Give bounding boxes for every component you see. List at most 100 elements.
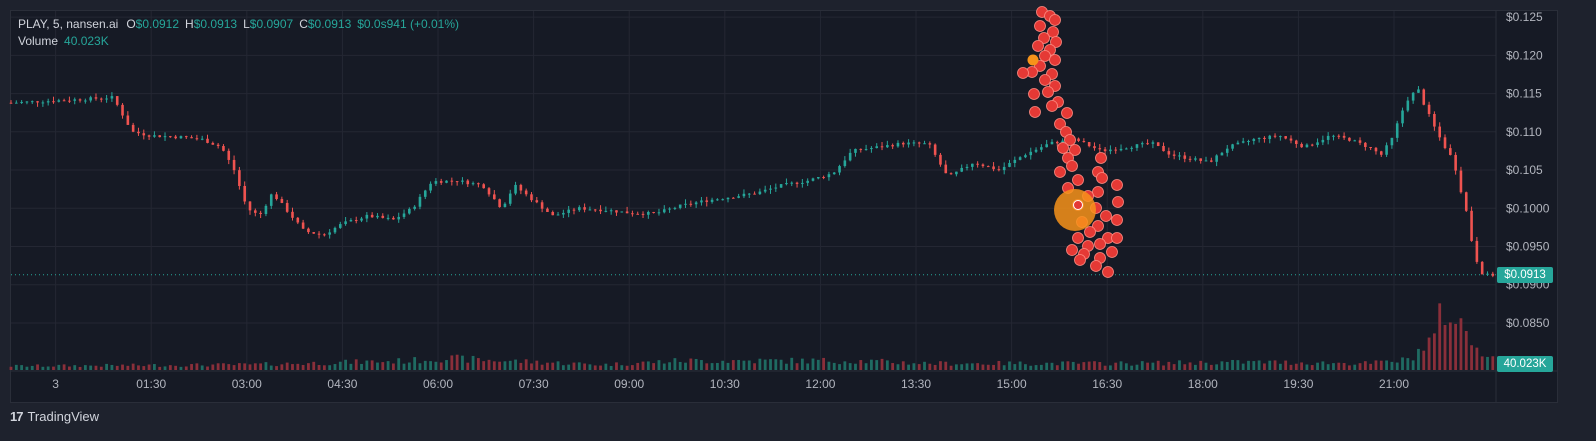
volume-bar [689,358,693,370]
volume-bar [307,363,310,370]
candle-body [1300,144,1303,148]
candle-body [726,197,730,200]
volume-bar [790,357,794,370]
chart-area[interactable] [10,10,1558,403]
close-label: C [299,17,308,31]
candle-body [1241,141,1245,143]
volume-bar [1395,362,1399,370]
candle-body [1151,142,1155,144]
volume-bar [9,366,13,370]
candle-body [1119,148,1123,151]
candle-body [1427,104,1431,114]
trade-bubble [1111,232,1123,244]
volume-bar [30,365,34,370]
candle-body [986,166,990,168]
candle-body [370,214,374,218]
volume-bar [259,363,263,370]
volume-bar [1209,364,1213,370]
trade-bubble [1042,86,1054,98]
candle-body [1024,155,1027,158]
candle-body [1029,151,1033,156]
volume-bar [296,363,300,370]
candle-body [158,135,162,138]
candle-body [1295,140,1298,145]
candle-body [933,144,937,155]
candle-body [301,222,305,229]
candle-body [891,145,894,147]
trade-bubble [1106,246,1118,258]
volume-bar [599,365,602,370]
volume-bar [901,361,905,370]
candle-body [1018,157,1022,160]
volume-bar [62,364,66,370]
candle-body [296,217,300,223]
volume-bar [222,363,225,370]
volume-bar [636,362,640,370]
volume-bar [344,359,348,370]
candle-body [822,177,825,179]
volume-bar [1310,365,1314,370]
volume-bar [769,359,772,370]
volume-bar [291,364,294,370]
candle-body [577,207,581,211]
candle-body [333,227,337,233]
candle-body [1422,89,1426,105]
volume-bar [354,359,358,370]
candle-body [673,207,677,209]
volume-bar [758,358,762,370]
candle-body [1087,142,1091,147]
y-tick-label: $0.120 [1506,48,1543,62]
candle-body [20,101,23,103]
candle-body [827,174,831,178]
x-tick-label: 12:00 [805,377,835,391]
candle-body [588,209,592,211]
candle-body [886,145,889,148]
candle-body [514,184,517,194]
volume-bar [694,358,698,370]
volume-bar [1247,360,1250,370]
candle-body [567,209,570,213]
candle-body [684,203,687,205]
candle-body [94,97,98,99]
volume-bar [1008,361,1011,370]
volume-bar [631,365,634,370]
candle-body [381,215,385,218]
volume-bar [1305,364,1309,370]
candle-body [137,131,140,134]
volume-bar [843,361,847,370]
candle-body [323,234,326,236]
volume-bar [1082,362,1086,370]
chart-legend: PLAY, 5, nansen.ai O$0.0912 H$0.0913 L$0… [18,16,459,50]
candle-body [1491,273,1495,276]
volume-bar [811,358,815,370]
volume-bar [1406,358,1410,370]
trade-bubble [1111,179,1123,191]
volume-bar [684,362,687,370]
volume-bar [1284,360,1288,370]
candle-body [1194,158,1197,160]
volume-bar [461,355,464,370]
volume-bar [370,360,374,370]
volume-bar [471,355,475,370]
volume-bar [381,362,385,370]
volume-bar [577,362,581,370]
tradingview-branding[interactable]: 17 TradingView [10,408,99,424]
volume-value: 40.023K [64,34,109,48]
candle-body [939,154,942,165]
volume-bar [466,362,470,370]
volume-bar [1358,363,1362,370]
volume-bar [1379,360,1383,370]
volume-bar [1098,362,1102,370]
trade-bubble [1064,134,1076,146]
volume-bar [317,364,321,370]
candle-body [9,102,13,104]
volume-bar [652,363,656,370]
trade-bubble [1028,88,1040,100]
candle-body [562,212,565,215]
volume-bar [1135,364,1139,370]
candle-body [1247,141,1250,143]
volume-bar [1167,361,1171,370]
x-tick-label: 03:00 [232,377,262,391]
volume-bar [1220,361,1224,370]
